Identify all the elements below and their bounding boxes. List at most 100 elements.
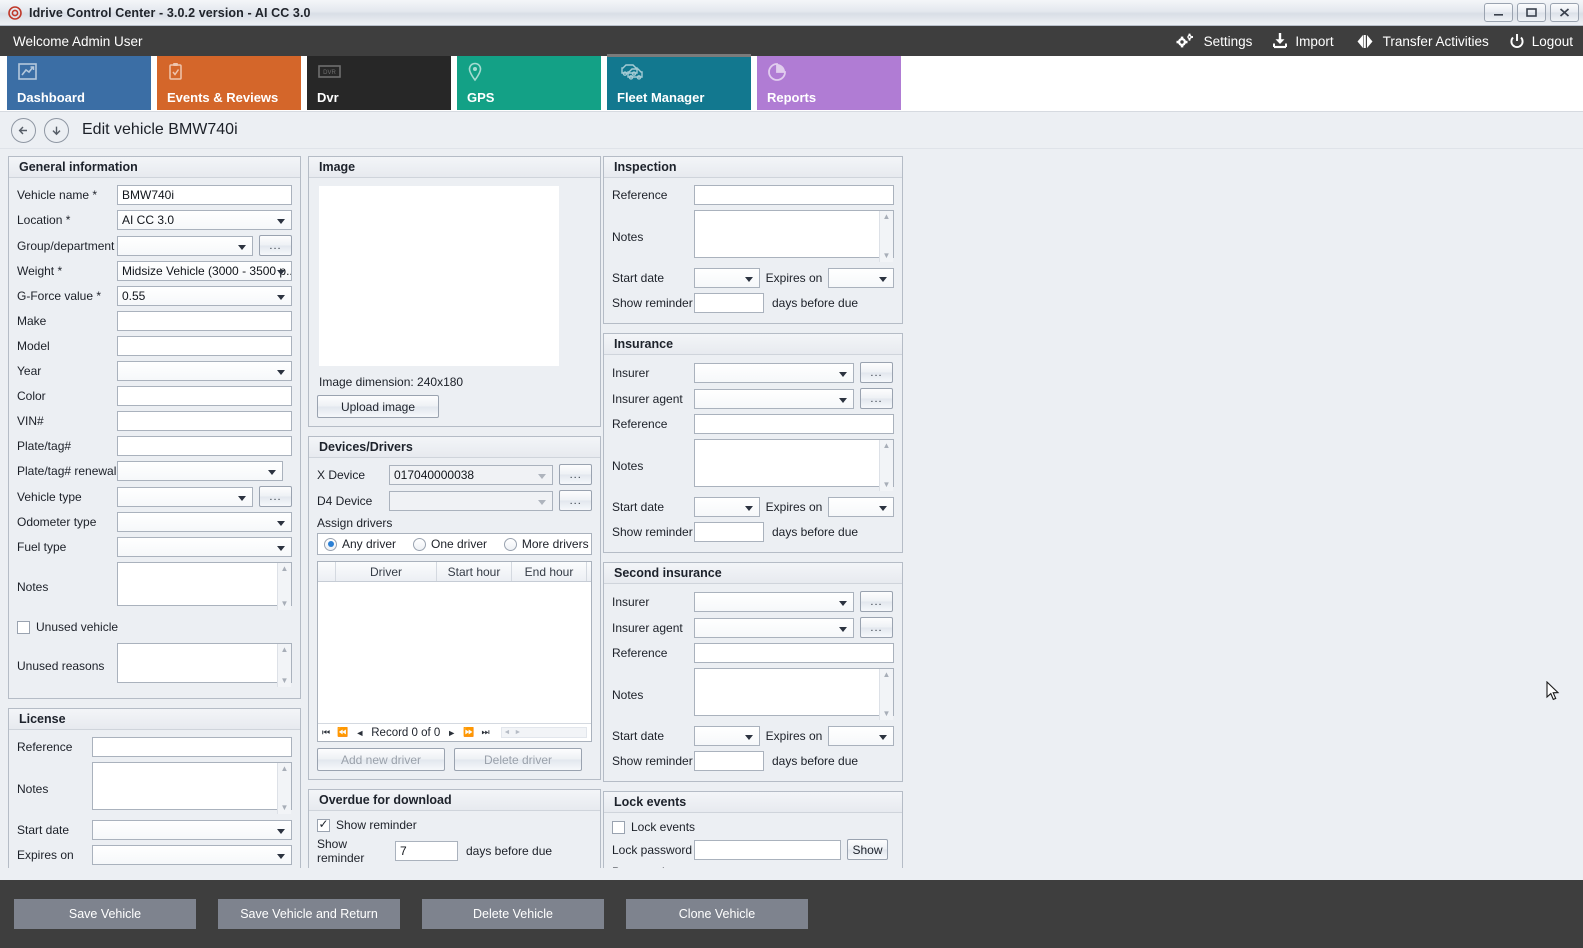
delete-driver-button[interactable]: Delete driver <box>454 748 582 771</box>
tab-dvr[interactable]: DVR Dvr <box>307 56 451 110</box>
group-department-browse-button[interactable]: ... <box>259 235 292 256</box>
general-notes-textarea[interactable] <box>117 562 292 606</box>
nav-first-button[interactable]: ⏮ <box>322 727 331 737</box>
second-insurance-insurer-browse-button[interactable]: ... <box>860 591 893 612</box>
clone-vehicle-button[interactable]: Clone Vehicle <box>626 899 808 929</box>
tab-gps[interactable]: GPS <box>457 56 601 110</box>
settings-menu-item[interactable]: Settings <box>1175 32 1252 50</box>
inspection-notes-textarea[interactable] <box>694 210 894 258</box>
tab-reports[interactable]: Reports <box>757 56 901 110</box>
gforce-select[interactable]: 0.55 <box>117 286 292 306</box>
nav-prev-page-button[interactable]: ⏪ <box>337 727 349 737</box>
overdue-show-reminder-checkbox[interactable] <box>317 818 330 832</box>
lock-events-checkbox-row[interactable]: Lock events <box>612 820 894 834</box>
license-expires-select[interactable] <box>92 845 292 865</box>
grid-col-start-hour[interactable]: Start hour <box>437 562 512 581</box>
year-select[interactable] <box>117 361 292 381</box>
insurance-insurer-browse-button[interactable]: ... <box>860 362 893 383</box>
d4-device-select[interactable] <box>389 490 554 511</box>
overdue-reminder-input[interactable] <box>395 841 458 861</box>
delete-vehicle-button[interactable]: Delete Vehicle <box>422 899 604 929</box>
second-insurance-notes-textarea[interactable] <box>694 668 894 716</box>
license-start-date-select[interactable] <box>92 820 292 840</box>
close-button[interactable] <box>1550 3 1579 22</box>
insurance-notes-scrollbar[interactable]: ▲ ▼ <box>879 440 893 491</box>
lock-password-input[interactable] <box>694 839 841 860</box>
inspection-expires-select[interactable] <box>828 268 894 288</box>
weight-select[interactable]: Midsize Vehicle (3000 - 3500 p... <box>117 261 292 281</box>
arrow-left-circle-icon[interactable] <box>11 117 36 143</box>
plate-tag-input[interactable] <box>117 436 292 456</box>
plate-renewal-select[interactable] <box>117 461 283 481</box>
make-input[interactable] <box>117 311 292 331</box>
minimize-button[interactable] <box>1484 3 1513 22</box>
logout-menu-item[interactable]: Logout <box>1509 33 1573 50</box>
unused-vehicle-checkbox[interactable] <box>17 620 30 634</box>
overdue-checkbox-row[interactable]: Show reminder <box>317 818 592 832</box>
field-unused-vehicle[interactable]: Unused vehicle <box>17 620 292 634</box>
radio-one-driver[interactable]: One driver <box>412 537 487 551</box>
add-new-driver-button[interactable]: Add new driver <box>317 748 445 771</box>
second-insurance-start-date-select[interactable] <box>694 726 760 746</box>
second-insurance-agent-select[interactable] <box>694 617 854 638</box>
insurance-notes-textarea[interactable] <box>694 439 894 487</box>
inspection-reference-input[interactable] <box>694 185 894 205</box>
insurance-start-date-select[interactable] <box>694 497 760 517</box>
location-select[interactable]: AI CC 3.0 <box>117 210 292 230</box>
general-notes-scrollbar[interactable]: ▲ ▼ <box>277 563 291 610</box>
unused-reasons-scrollbar[interactable]: ▲ ▼ <box>277 644 291 687</box>
insurance-agent-select[interactable] <box>694 388 854 409</box>
license-notes-textarea[interactable] <box>92 762 292 810</box>
tab-fleet-manager[interactable]: Fleet Manager <box>607 54 751 110</box>
tab-dashboard[interactable]: Dashboard <box>7 56 151 110</box>
grid-col-end-hour[interactable]: End hour <box>512 562 587 581</box>
insurance-expires-select[interactable] <box>828 497 894 517</box>
d4-device-browse-button[interactable]: ... <box>559 490 592 511</box>
show-password-button[interactable]: Show <box>847 839 888 860</box>
nav-prev-button[interactable]: ◄ <box>355 727 365 738</box>
upload-image-button[interactable]: Upload image <box>317 395 439 418</box>
transfer-activities-menu-item[interactable]: Transfer Activities <box>1354 33 1489 50</box>
second-insurance-notes-scrollbar[interactable]: ▲ ▼ <box>879 669 893 720</box>
unused-reasons-textarea[interactable] <box>117 643 292 683</box>
vehicle-name-input[interactable] <box>117 185 292 205</box>
second-insurance-agent-browse-button[interactable]: ... <box>860 617 893 638</box>
odometer-type-select[interactable] <box>117 512 292 532</box>
color-input[interactable] <box>117 386 292 406</box>
insurance-reference-input[interactable] <box>694 414 894 434</box>
x-device-browse-button[interactable]: ... <box>559 464 592 485</box>
import-menu-item[interactable]: Import <box>1272 32 1334 50</box>
tab-events-reviews[interactable]: Events & Reviews <box>157 56 301 110</box>
insurance-reminder-input[interactable] <box>694 522 764 542</box>
second-insurance-expires-select[interactable] <box>828 726 894 746</box>
inspection-reminder-input[interactable] <box>694 293 764 313</box>
radio-any-driver[interactable]: Any driver <box>324 537 396 551</box>
x-device-select[interactable]: 017040000038 <box>389 464 554 485</box>
vehicle-type-select[interactable] <box>117 486 253 507</box>
inspection-start-date-select[interactable] <box>694 268 760 288</box>
nav-next-button[interactable]: ► <box>447 727 457 738</box>
vin-input[interactable] <box>117 411 292 431</box>
model-input[interactable] <box>117 336 292 356</box>
grid-col-driver[interactable]: Driver <box>336 562 437 581</box>
group-department-select[interactable] <box>117 235 253 256</box>
save-vehicle-button[interactable]: Save Vehicle <box>14 899 196 929</box>
fuel-type-select[interactable] <box>117 537 292 557</box>
arrow-down-circle-icon[interactable] <box>44 117 69 143</box>
inspection-notes-scrollbar[interactable]: ▲ ▼ <box>879 211 893 262</box>
lock-events-checkbox[interactable] <box>612 820 625 834</box>
nav-last-button[interactable]: ⏭ <box>481 727 490 737</box>
nav-next-page-button[interactable]: ⏩ <box>463 727 475 737</box>
vehicle-type-browse-button[interactable]: ... <box>259 486 292 507</box>
second-insurance-insurer-select[interactable] <box>694 591 854 612</box>
maximize-button[interactable] <box>1517 3 1546 22</box>
second-insurance-reminder-input[interactable] <box>694 751 764 771</box>
second-insurance-reference-input[interactable] <box>694 643 894 663</box>
save-vehicle-and-return-button[interactable]: Save Vehicle and Return <box>218 899 400 929</box>
drivers-grid-hscrollbar[interactable]: ◄ ► <box>500 727 587 738</box>
license-notes-scrollbar[interactable]: ▲ ▼ <box>277 763 291 814</box>
radio-more-drivers[interactable]: More drivers <box>503 537 589 551</box>
insurance-agent-browse-button[interactable]: ... <box>860 388 893 409</box>
license-reference-input[interactable] <box>92 737 292 757</box>
insurance-insurer-select[interactable] <box>694 362 854 383</box>
